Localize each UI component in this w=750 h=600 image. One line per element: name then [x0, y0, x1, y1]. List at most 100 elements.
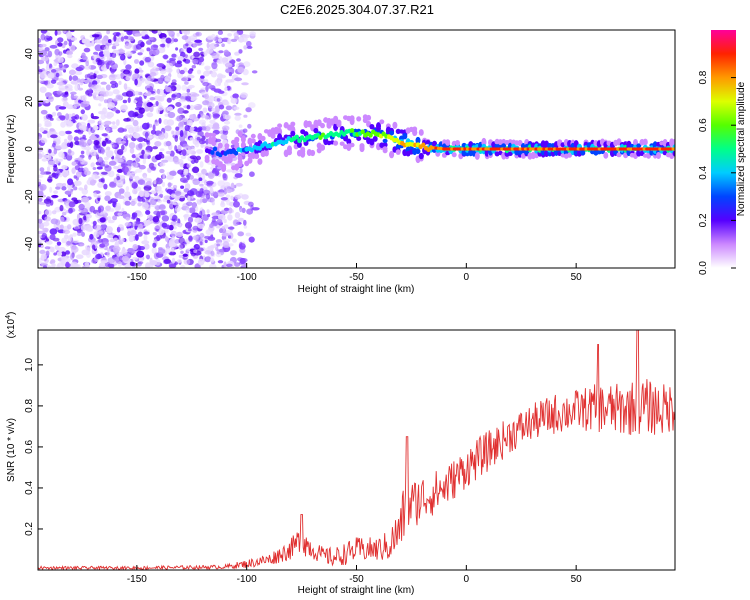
noise-speckle — [218, 30, 222, 35]
noise-speckle — [124, 222, 132, 227]
noise-speckle — [217, 180, 225, 187]
noise-speckle — [137, 52, 143, 56]
noise-speckle — [200, 131, 205, 136]
noise-speckle — [117, 168, 123, 173]
noise-speckle — [105, 84, 111, 91]
noise-speckle — [221, 125, 230, 131]
noise-speckle — [196, 136, 201, 141]
noise-speckle — [74, 70, 83, 76]
noise-speckle — [189, 114, 197, 120]
noise-speckle — [185, 207, 190, 214]
noise-speckle — [139, 60, 145, 66]
signal-halo — [382, 148, 388, 154]
noise-speckle — [145, 219, 151, 226]
noise-speckle — [241, 207, 246, 213]
noise-speckle — [138, 246, 145, 251]
noise-speckle — [141, 202, 149, 210]
noise-speckle — [93, 51, 99, 56]
noise-speckle — [237, 66, 245, 73]
noise-speckle — [163, 132, 169, 139]
noise-speckle — [248, 236, 255, 243]
noise-speckle — [214, 172, 219, 177]
noise-speckle — [187, 132, 191, 136]
noise-speckle — [66, 240, 71, 246]
noise-speckle — [40, 49, 47, 57]
signal-halo — [389, 150, 395, 159]
spectrogram-signal-track — [204, 114, 675, 173]
noise-speckle — [56, 241, 62, 246]
noise-speckle — [156, 185, 162, 192]
noise-speckle — [167, 30, 171, 34]
noise-speckle — [213, 88, 222, 93]
noise-speckle — [193, 249, 198, 253]
signal-point — [210, 150, 215, 155]
noise-speckle — [110, 68, 115, 74]
noise-speckle — [62, 101, 69, 108]
noise-speckle — [199, 232, 205, 238]
noise-speckle — [195, 205, 199, 212]
noise-speckle — [198, 47, 204, 52]
noise-speckle — [95, 84, 102, 91]
colorbar-tick-label: 0.8 — [698, 70, 709, 84]
noise-speckle — [137, 179, 146, 186]
noise-speckle — [38, 38, 42, 44]
noise-speckle — [106, 146, 111, 151]
noise-speckle — [93, 192, 97, 198]
noise-speckle — [94, 44, 103, 52]
noise-speckle — [120, 54, 126, 61]
noise-speckle — [64, 130, 72, 135]
signal-point — [421, 142, 426, 148]
noise-speckle — [98, 119, 102, 124]
noise-speckle — [93, 144, 99, 151]
noise-speckle — [106, 62, 110, 70]
noise-speckle — [122, 99, 128, 104]
noise-speckle — [187, 216, 194, 223]
noise-speckle — [240, 92, 248, 98]
noise-speckle — [109, 52, 113, 57]
noise-speckle — [217, 213, 226, 221]
signal-halo — [260, 135, 266, 142]
noise-speckle — [129, 147, 135, 154]
noise-speckle — [107, 216, 112, 222]
noise-speckle — [183, 170, 188, 176]
noise-speckle — [66, 50, 72, 55]
noise-speckle — [211, 62, 218, 70]
noise-speckle — [55, 182, 64, 188]
noise-speckle — [112, 32, 121, 36]
noise-speckle — [202, 107, 208, 113]
noise-speckle — [131, 212, 136, 220]
noise-speckle — [199, 198, 203, 203]
noise-speckle — [101, 133, 108, 137]
noise-speckle — [38, 218, 43, 224]
noise-speckle — [89, 205, 96, 213]
noise-speckle — [67, 134, 73, 141]
noise-speckle — [118, 80, 122, 85]
noise-speckle — [77, 232, 82, 237]
signal-halo — [310, 149, 316, 157]
noise-speckle — [175, 47, 179, 51]
noise-speckle — [199, 241, 203, 246]
noise-speckle — [139, 69, 144, 73]
noise-speckle — [232, 238, 237, 243]
noise-speckle — [144, 131, 149, 139]
noise-speckle — [104, 195, 111, 202]
noise-speckle — [181, 35, 189, 40]
noise-speckle — [111, 45, 117, 50]
colorbar-tick-label: 0.0 — [698, 261, 709, 275]
noise-speckle — [186, 174, 190, 181]
noise-speckle — [195, 32, 200, 36]
noise-speckle — [86, 140, 95, 144]
noise-speckle — [166, 199, 171, 204]
noise-speckle — [234, 115, 241, 121]
signal-halo — [656, 152, 661, 159]
noise-speckle — [98, 178, 105, 183]
noise-speckle — [204, 250, 212, 255]
noise-speckle — [250, 204, 254, 211]
noise-speckle — [84, 79, 89, 84]
noise-speckle — [162, 172, 166, 180]
noise-speckle — [103, 99, 108, 104]
noise-speckle — [125, 75, 131, 81]
noise-speckle — [61, 186, 67, 191]
noise-speckle — [40, 171, 47, 175]
colorbar-ticks: 0.0 0.2 0.4 0.6 0.8 — [698, 70, 736, 275]
